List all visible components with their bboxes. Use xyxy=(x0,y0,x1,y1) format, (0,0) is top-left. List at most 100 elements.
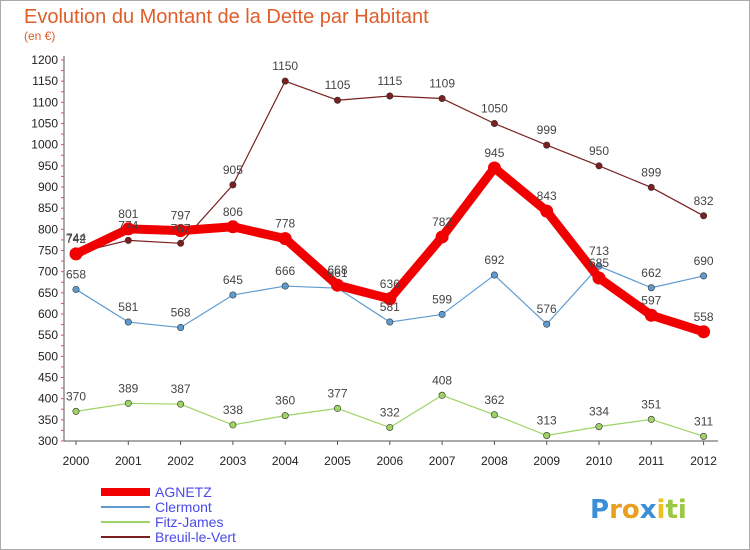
data-label: 662 xyxy=(641,266,661,280)
data-label: 362 xyxy=(484,393,504,407)
data-label: 832 xyxy=(694,194,714,208)
data-label: 685 xyxy=(589,256,609,270)
data-point xyxy=(386,92,394,100)
x-tick-label: 2005 xyxy=(324,454,351,468)
y-tick-label: 800 xyxy=(38,222,58,236)
data-point xyxy=(438,95,446,103)
data-point xyxy=(333,404,341,412)
data-label: 387 xyxy=(171,382,191,396)
y-tick-label: 300 xyxy=(38,434,58,448)
data-point xyxy=(333,96,341,104)
legend-item: Fitz-James xyxy=(155,514,223,530)
data-point xyxy=(72,407,80,415)
data-label: 774 xyxy=(118,218,138,232)
data-label: 950 xyxy=(589,144,609,158)
data-label: 568 xyxy=(171,306,191,320)
data-point xyxy=(124,236,132,244)
y-tick-label: 450 xyxy=(38,371,58,385)
data-point xyxy=(281,412,289,420)
data-label: 1105 xyxy=(325,78,351,92)
data-point xyxy=(226,220,240,234)
data-point xyxy=(490,271,498,279)
data-label: 692 xyxy=(484,253,504,267)
data-point xyxy=(383,292,397,306)
axes: 300 350 400 450 500 550 600 650 700 750 800 850 900 9… xyxy=(31,53,718,468)
data-label: 843 xyxy=(537,189,557,203)
data-point xyxy=(435,230,449,244)
data-label: 742 xyxy=(66,232,86,246)
data-label: 599 xyxy=(432,292,452,306)
x-tick-label: 2003 xyxy=(220,454,247,468)
data-point xyxy=(647,284,655,292)
data-point xyxy=(438,310,446,318)
x-tick-label: 2012 xyxy=(690,454,717,468)
x-tick-label: 2010 xyxy=(586,454,613,468)
data-label: 1109 xyxy=(429,77,455,91)
series-fitz-james xyxy=(72,391,708,440)
x-tick-label: 2007 xyxy=(429,454,456,468)
data-point xyxy=(490,120,498,128)
y-tick-label: 650 xyxy=(38,286,58,300)
data-label: 1115 xyxy=(377,74,402,88)
data-label: 636 xyxy=(380,277,400,291)
data-point xyxy=(278,232,292,246)
proxiti-logo: Proxiti xyxy=(590,495,687,525)
y-tick-label: 1100 xyxy=(32,95,58,109)
data-point xyxy=(124,399,132,407)
data-label: 351 xyxy=(641,397,661,411)
data-point xyxy=(490,411,498,419)
data-label: 332 xyxy=(380,405,400,419)
data-point xyxy=(229,291,237,299)
data-label: 801 xyxy=(118,207,138,221)
data-point xyxy=(177,324,185,332)
data-label: 597 xyxy=(641,293,661,307)
x-tick-label: 2008 xyxy=(481,454,508,468)
x-tick-label: 2002 xyxy=(167,454,194,468)
data-point xyxy=(281,282,289,290)
data-point xyxy=(487,161,501,175)
data-point xyxy=(592,271,606,285)
y-tick-label: 900 xyxy=(38,180,58,194)
data-point xyxy=(647,415,655,423)
data-label: 778 xyxy=(275,217,295,231)
data-label: 360 xyxy=(275,394,295,408)
x-tick-label: 2000 xyxy=(63,454,90,468)
data-label: 1050 xyxy=(481,102,508,116)
y-tick-label: 400 xyxy=(38,392,58,406)
chart-title: Evolution du Montant de la Dette par Hab… xyxy=(24,6,429,28)
data-point xyxy=(331,278,344,292)
y-tick-label: 700 xyxy=(38,265,58,279)
y-tick-label: 1150 xyxy=(32,74,58,88)
data-point xyxy=(229,421,237,429)
data-label: 645 xyxy=(223,273,243,287)
data-label: 576 xyxy=(537,302,557,316)
data-labels: 744 774 767 905 1150 1105 1115 1109 1050 999 950 89… xyxy=(66,59,714,428)
data-label: 661 xyxy=(327,266,347,280)
legend-item: Clermont xyxy=(155,499,212,515)
data-label: 806 xyxy=(223,205,243,219)
data-point xyxy=(174,224,188,238)
data-label: 370 xyxy=(66,389,86,403)
data-point xyxy=(647,183,655,191)
series-layer xyxy=(69,77,711,440)
data-label: 311 xyxy=(694,414,713,428)
data-label: 334 xyxy=(589,405,609,419)
y-tick-label: 750 xyxy=(38,244,58,258)
data-point xyxy=(595,423,603,431)
data-point xyxy=(644,308,658,322)
data-point xyxy=(595,262,603,270)
data-label: 408 xyxy=(432,373,452,387)
data-point xyxy=(229,181,237,189)
y-tick-label: 950 xyxy=(38,159,58,173)
data-point xyxy=(700,432,708,440)
y-tick-label: 350 xyxy=(38,413,58,427)
series-breuil-le-vert xyxy=(72,77,708,257)
data-label: 797 xyxy=(171,209,191,223)
data-label: 338 xyxy=(223,403,243,417)
data-label: 313 xyxy=(537,413,557,427)
data-label: 1150 xyxy=(272,59,298,73)
y-tick-label: 1000 xyxy=(31,138,58,152)
